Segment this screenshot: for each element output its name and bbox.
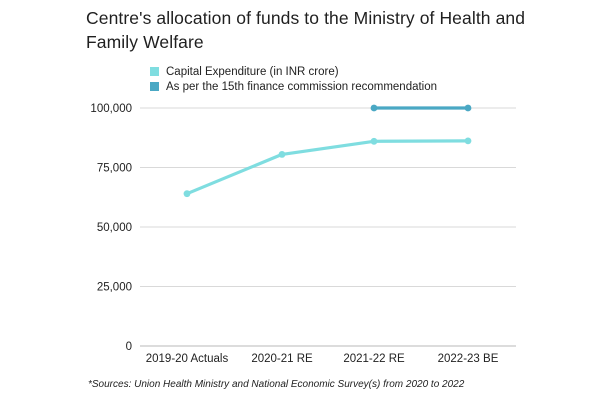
- x-tick-label: 2020-21 RE: [251, 353, 313, 365]
- y-tick-label: 0: [126, 341, 132, 353]
- legend-item-capital-expenditure: Capital Expenditure (in INR crore): [150, 64, 437, 79]
- data-point: [370, 137, 378, 145]
- source-note: *Sources: Union Health Ministry and Nati…: [88, 379, 465, 390]
- y-tick-label: 75,000: [97, 163, 132, 175]
- series-line-0: [185, 139, 470, 196]
- data-point: [464, 137, 472, 145]
- legend-swatch-finance-commission: [150, 82, 159, 91]
- legend-label-finance-commission: As per the 15th finance commission recom…: [166, 80, 438, 93]
- data-point: [464, 104, 472, 112]
- data-point: [370, 104, 378, 112]
- x-tick-label: 2019-20 Actuals: [146, 353, 229, 365]
- legend: Capital Expenditure (in INR crore) As pe…: [150, 64, 437, 94]
- chart-title: Centre's allocation of funds to the Mini…: [86, 8, 526, 52]
- data-point: [183, 190, 191, 198]
- legend-item-finance-commission: As per the 15th finance commission recom…: [150, 79, 437, 94]
- y-tick-label: 100,000: [90, 103, 132, 115]
- legend-swatch-capital-expenditure: [150, 67, 159, 76]
- x-tick-label: 2022-23 BE: [438, 353, 499, 365]
- legend-label-capital-expenditure: Capital Expenditure (in INR crore): [166, 65, 339, 78]
- x-tick-label: 2021-22 RE: [343, 353, 405, 365]
- data-point: [278, 151, 286, 158]
- y-tick-label: 50,000: [97, 222, 132, 234]
- y-tick-label: 25,000: [97, 282, 132, 294]
